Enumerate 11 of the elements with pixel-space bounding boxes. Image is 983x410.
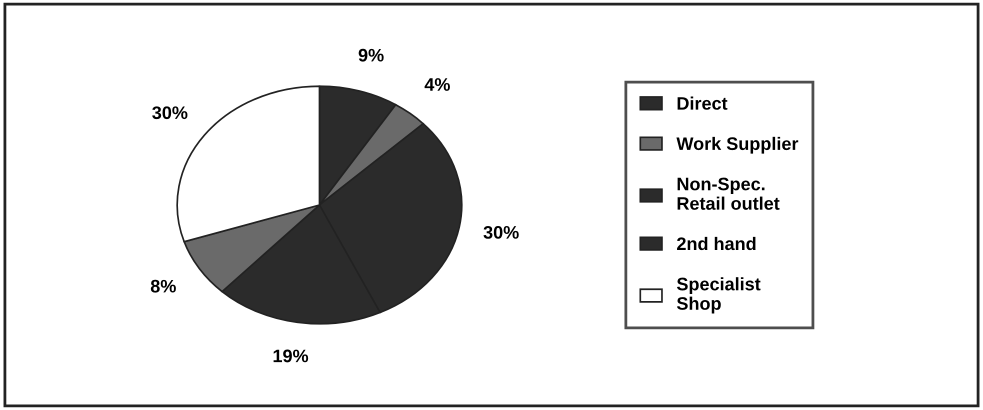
legend-label: Non-Spec. Retail outlet xyxy=(678,178,780,210)
legend-label: Direct xyxy=(678,96,728,110)
data-label: 8% xyxy=(150,280,176,293)
data-label: 4% xyxy=(424,78,450,91)
legend-label: Work Supplier xyxy=(676,136,798,154)
data-label: 19% xyxy=(274,350,308,362)
legend-label: 2nd hand xyxy=(677,236,756,250)
data-label: 9% xyxy=(358,48,384,62)
legend-label: Specialist Shop xyxy=(676,277,760,314)
data-label: 30% xyxy=(152,106,188,120)
data-label: 30% xyxy=(484,226,519,239)
